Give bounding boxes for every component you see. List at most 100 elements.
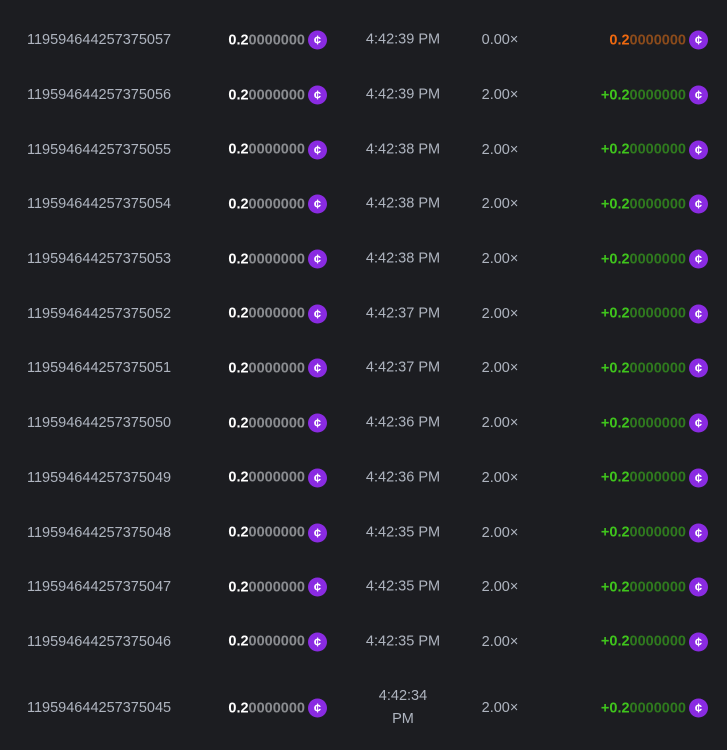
bet-id[interactable]: 119594644257375056 — [27, 87, 172, 104]
cent-coin-icon: ¢ — [689, 698, 708, 718]
cent-coin-icon: ¢ — [308, 30, 327, 50]
bet-amount: 0.2 0000000 ¢ — [228, 358, 327, 378]
bet-amount: 0.2 0000000 ¢ — [228, 468, 327, 488]
bet-row[interactable]: 119594644257375047 0.2 0000000 ¢ 4:42:35 … — [0, 560, 727, 615]
amount-trail: 0000000 — [248, 700, 305, 717]
bet-id[interactable]: 119594644257375053 — [27, 251, 172, 268]
payout-trail: 0000000 — [629, 196, 686, 213]
bet-id[interactable]: 119594644257375052 — [27, 305, 172, 322]
payout-trail: 0000000 — [629, 469, 686, 486]
bet-time: 4:42:38 PM — [365, 141, 441, 158]
payout-lead: +0.2 — [600, 87, 630, 104]
bet-id[interactable]: 119594644257375049 — [27, 469, 172, 486]
bet-time: 4:42:39 PM — [365, 86, 441, 103]
cent-coin-icon: ¢ — [689, 30, 708, 50]
bet-row[interactable]: 119594644257375057 0.2 0000000 ¢ 4:42:39 … — [0, 13, 727, 68]
payout-trail: 0000000 — [629, 141, 686, 158]
cent-coin-icon: ¢ — [308, 304, 327, 324]
bet-amount: 0.2 0000000 ¢ — [228, 194, 327, 214]
bet-id[interactable]: 119594644257375057 — [27, 32, 172, 49]
bet-row[interactable]: 119594644257375056 0.2 0000000 ¢ 4:42:39 … — [0, 68, 727, 123]
bet-id[interactable]: 119594644257375055 — [27, 141, 172, 158]
bet-time: 4:42:35 PM — [365, 524, 441, 541]
amount-lead: 0.2 — [228, 87, 249, 104]
bet-payout: +0.2 0000000 ¢ — [601, 413, 708, 433]
bet-amount: 0.2 0000000 ¢ — [228, 30, 327, 50]
amount-trail: 0000000 — [248, 305, 305, 322]
cent-coin-icon: ¢ — [689, 577, 708, 597]
bet-id[interactable]: 119594644257375046 — [27, 633, 172, 650]
amount-lead: 0.2 — [228, 141, 249, 158]
amount-trail: 0000000 — [248, 196, 305, 213]
bet-payout: +0.2 0000000 ¢ — [601, 358, 708, 378]
bet-id[interactable]: 119594644257375047 — [27, 579, 172, 596]
bet-payout: +0.2 0000000 ¢ — [600, 85, 708, 105]
bet-multiplier: 2.00× — [481, 415, 519, 432]
amount-trail: 0000000 — [248, 524, 305, 541]
bet-row[interactable]: 119594644257375050 0.2 0000000 ¢ 4:42:36 … — [0, 396, 727, 451]
payout-lead: +0.2 — [600, 633, 630, 650]
bet-row[interactable]: 119594644257375045 0.2 0000000 ¢ 4:42:34 … — [0, 669, 727, 747]
bet-id[interactable]: 119594644257375050 — [27, 415, 172, 432]
bet-time: 4:42:38 PM — [365, 250, 441, 267]
bet-payout: 0.2 0000000 ¢ — [609, 30, 708, 50]
bet-multiplier: 2.00× — [481, 524, 519, 541]
cent-coin-icon: ¢ — [689, 140, 708, 160]
bet-id[interactable]: 119594644257375054 — [27, 196, 172, 213]
bet-multiplier: 2.00× — [481, 633, 519, 650]
bet-payout: +0.2 0000000 ¢ — [601, 523, 708, 543]
payout-trail: 0000000 — [629, 524, 686, 541]
bet-amount: 0.2 0000000 ¢ — [228, 698, 327, 718]
bet-multiplier: 2.00× — [481, 700, 519, 717]
bet-multiplier: 2.00× — [481, 87, 519, 104]
bet-row[interactable]: 119594644257375049 0.2 0000000 ¢ 4:42:36 … — [0, 451, 727, 506]
payout-lead: 0.2 — [609, 32, 630, 49]
bet-row[interactable]: 119594644257375046 0.2 0000000 ¢ 4:42:35 … — [0, 615, 727, 670]
bet-time: 4:42:36 PM — [365, 414, 441, 431]
bet-row[interactable]: 119594644257375053 0.2 0000000 ¢ 4:42:38 … — [0, 232, 727, 287]
bet-amount: 0.2 0000000 ¢ — [228, 140, 327, 160]
payout-trail: 0000000 — [629, 87, 686, 104]
bet-multiplier: 2.00× — [481, 579, 519, 596]
amount-lead: 0.2 — [228, 524, 249, 541]
payout-lead: +0.2 — [600, 305, 630, 322]
bet-row[interactable]: 119594644257375051 0.2 0000000 ¢ 4:42:37 … — [0, 341, 727, 396]
payout-trail: 0000000 — [629, 305, 686, 322]
bet-id[interactable]: 119594644257375045 — [27, 700, 172, 717]
payout-trail: 0000000 — [629, 579, 686, 596]
bet-row[interactable]: 119594644257375048 0.2 0000000 ¢ 4:42:35 … — [0, 505, 727, 560]
bet-id[interactable]: 119594644257375048 — [27, 524, 172, 541]
cent-coin-icon: ¢ — [689, 468, 708, 488]
bet-amount: 0.2 0000000 ¢ — [228, 249, 327, 269]
payout-lead: +0.2 — [600, 700, 630, 717]
amount-lead: 0.2 — [228, 700, 249, 717]
amount-lead: 0.2 — [228, 415, 249, 432]
bet-payout: +0.2 0000000 ¢ — [600, 468, 708, 488]
amount-lead: 0.2 — [228, 305, 249, 322]
payout-lead: +0.2 — [600, 141, 630, 158]
bet-row[interactable]: 119594644257375054 0.2 0000000 ¢ 4:42:38 … — [0, 177, 727, 232]
cent-coin-icon: ¢ — [308, 413, 327, 433]
amount-lead: 0.2 — [228, 251, 249, 268]
bets-table: 119594644257375057 0.2 0000000 ¢ 4:42:39 … — [0, 13, 727, 747]
bet-multiplier: 2.00× — [481, 141, 519, 158]
bet-row[interactable]: 119594644257375052 0.2 0000000 ¢ 4:42:37 … — [0, 286, 727, 341]
bet-payout: +0.2 0000000 ¢ — [601, 249, 708, 269]
bet-row[interactable]: 119594644257375055 0.2 0000000 ¢ 4:42:38 … — [0, 122, 727, 177]
amount-lead: 0.2 — [228, 32, 249, 49]
bet-time: 4:42:35 PM — [365, 633, 441, 650]
bet-multiplier: 2.00× — [481, 305, 519, 322]
amount-lead: 0.2 — [228, 196, 249, 213]
cent-coin-icon: ¢ — [308, 358, 327, 378]
bet-payout: +0.2 0000000 ¢ — [600, 304, 708, 324]
bet-time: 4:42:38 PM — [365, 195, 441, 212]
bet-id[interactable]: 119594644257375051 — [27, 360, 172, 377]
payout-lead: +0.2 — [600, 469, 630, 486]
payout-trail: 0000000 — [629, 32, 686, 49]
amount-trail: 0000000 — [248, 32, 305, 49]
amount-lead: 0.2 — [228, 633, 249, 650]
bet-multiplier: 0.00× — [481, 32, 519, 49]
bet-multiplier: 2.00× — [481, 360, 519, 377]
amount-lead: 0.2 — [228, 579, 249, 596]
cent-coin-icon: ¢ — [689, 249, 708, 269]
